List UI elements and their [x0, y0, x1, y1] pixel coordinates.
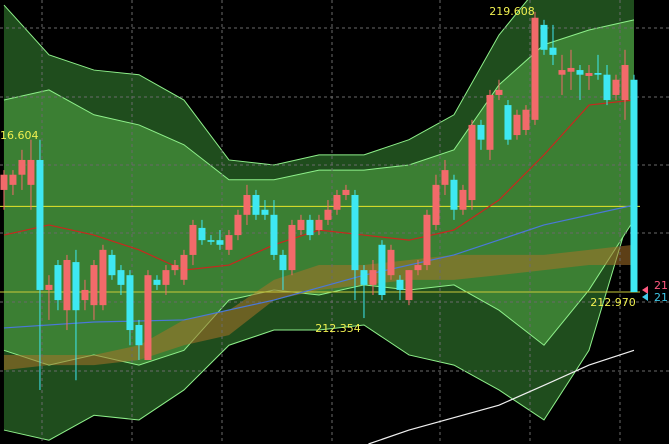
candle-body: [414, 265, 422, 271]
candle-body: [387, 249, 395, 276]
candle-body: [171, 265, 179, 271]
candle-body: [279, 254, 287, 271]
candle-body: [90, 265, 98, 306]
band-line: [3, 19, 635, 181]
candle-body: [153, 279, 161, 285]
candle-body: [486, 94, 494, 150]
candle-body: [288, 224, 296, 271]
candle-body: [567, 67, 575, 72]
candle-body: [216, 240, 224, 245]
candle-body: [252, 194, 260, 215]
candle-body: [225, 235, 233, 250]
candle-body: [234, 214, 242, 236]
candle-body: [207, 240, 215, 242]
candle-body: [432, 184, 440, 225]
candle-body: [324, 209, 332, 220]
candle-body: [630, 79, 638, 293]
band-line: [3, 199, 635, 441]
candle-body: [612, 79, 620, 95]
candle-body: [522, 109, 530, 130]
band-area: [3, 244, 634, 371]
indicator-line: [368, 349, 635, 444]
candle-body: [621, 64, 629, 101]
candle-body: [342, 189, 350, 195]
candle-body: [180, 254, 188, 280]
candle-body: [306, 219, 314, 236]
candle-body: [594, 73, 602, 75]
candle-body: [117, 270, 125, 285]
candle-body: [495, 89, 503, 95]
candle-body: [162, 270, 170, 285]
candle-body: [360, 270, 368, 285]
candle-body: [198, 227, 206, 241]
candle-body: [423, 214, 431, 266]
band-area: [3, 19, 634, 366]
candle-body: [108, 254, 116, 276]
candle-body: [531, 17, 539, 120]
candle-body: [513, 114, 521, 136]
candle-body: [63, 259, 71, 311]
candles: [0, 11, 638, 390]
candle-body: [441, 170, 449, 185]
candle-body: [18, 159, 26, 175]
candle-body: [45, 284, 53, 290]
indicator-line: [3, 204, 635, 329]
candle-body: [558, 70, 566, 75]
candle-body: [0, 174, 8, 190]
candle-body: [396, 279, 404, 290]
candle-body: [585, 73, 593, 76]
candle-body: [270, 214, 278, 255]
candle-body: [576, 70, 584, 75]
candle-body: [54, 265, 62, 301]
last-label: 212.970: [590, 296, 636, 309]
price-marker: [642, 293, 648, 301]
candle-body: [72, 262, 80, 311]
axis-price-label: 21: [654, 291, 668, 304]
candle-body: [504, 105, 512, 140]
candle-body: [351, 194, 359, 271]
candle-body: [549, 47, 557, 55]
candle-body: [99, 249, 107, 306]
candle-body: [144, 275, 152, 361]
price-label: 16.604: [0, 129, 39, 142]
candle-body: [315, 219, 323, 231]
candle-body: [405, 270, 413, 301]
band-line: [3, 0, 529, 166]
candle-body: [459, 189, 467, 210]
candle-body: [135, 324, 143, 346]
candle-body: [369, 270, 377, 285]
candle-body: [9, 174, 17, 185]
price-marker: [642, 286, 648, 294]
low-label: 212.354: [315, 322, 361, 335]
candle-body: [297, 219, 305, 231]
candle-body: [603, 74, 611, 101]
candle-body: [243, 194, 251, 215]
high-label: 219.608: [489, 5, 535, 18]
candle-body: [36, 159, 44, 290]
candle-body: [468, 124, 476, 201]
axis-price-label: 21: [654, 279, 668, 292]
candle-body: [126, 275, 134, 331]
candle-body: [378, 244, 386, 296]
indicator-lines: [0, 99, 640, 444]
candle-body: [27, 159, 35, 185]
candle-body: [540, 24, 548, 50]
candle-body: [333, 194, 341, 210]
candle-body: [477, 124, 485, 140]
candle-body: [81, 289, 89, 301]
candle-body: [261, 209, 269, 215]
candle-body: [189, 224, 197, 255]
candle-body: [450, 179, 458, 210]
